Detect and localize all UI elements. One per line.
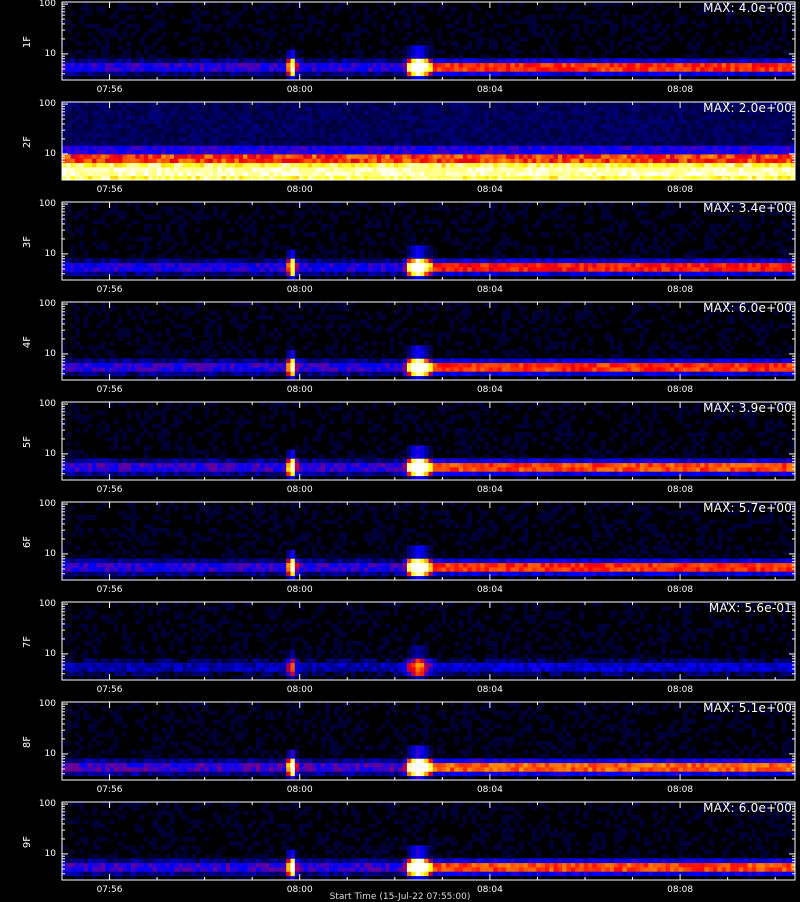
x-tick-label: 08:04: [470, 385, 510, 395]
y-tick-label: 100: [30, 199, 56, 209]
heatmap-cells: [62, 2, 795, 80]
max-value-label: MAX: 5.7e+00: [703, 501, 792, 515]
y-tick-label: 100: [30, 499, 56, 509]
x-tick-label: 07:56: [90, 485, 130, 495]
x-tick-label: 08:04: [470, 485, 510, 495]
y-tick-label: 10: [30, 149, 56, 159]
x-tick-label: 08:08: [660, 185, 700, 195]
x-tick-label: 08:04: [470, 285, 510, 295]
y-tick-label: 10: [30, 549, 56, 559]
heatmap-cells: [62, 802, 795, 880]
x-tick-label: 08:08: [660, 285, 700, 295]
x-tick-label: 08:00: [280, 785, 320, 795]
x-tick-label: 08:04: [470, 585, 510, 595]
x-axis-title: Start Time (15-Jul-22 07:55:00): [0, 892, 800, 902]
x-tick-label: 07:56: [90, 85, 130, 95]
heatmap-cells: [62, 102, 795, 180]
x-tick-label: 08:00: [280, 285, 320, 295]
x-tick-label: 08:08: [660, 85, 700, 95]
x-tick-label: 08:00: [280, 385, 320, 395]
x-tick-label: 08:08: [660, 585, 700, 595]
y-tick-label: 10: [30, 749, 56, 759]
x-tick-label: 08:00: [280, 85, 320, 95]
x-tick-label: 08:04: [470, 785, 510, 795]
y-tick-label: 100: [30, 599, 56, 609]
heatmap-cells: [62, 302, 795, 380]
max-value-label: MAX: 5.1e+00: [703, 701, 792, 715]
max-value-label: MAX: 4.0e+00: [703, 1, 792, 15]
heatmap-cells: [62, 602, 795, 680]
max-value-label: MAX: 2.0e+00: [703, 101, 792, 115]
x-tick-label: 07:56: [90, 285, 130, 295]
x-tick-label: 08:00: [280, 185, 320, 195]
max-value-label: MAX: 5.6e-01: [709, 601, 792, 615]
y-tick-label: 100: [30, 299, 56, 309]
x-tick-label: 07:56: [90, 585, 130, 595]
heatmap-cells: [62, 502, 795, 580]
x-tick-label: 08:08: [660, 785, 700, 795]
x-tick-label: 08:00: [280, 685, 320, 695]
y-tick-label: 100: [30, 99, 56, 109]
y-tick-label: 100: [30, 699, 56, 709]
x-tick-label: 07:56: [90, 185, 130, 195]
x-tick-label: 08:08: [660, 685, 700, 695]
heatmap-cells: [62, 402, 795, 480]
max-value-label: MAX: 6.0e+00: [703, 801, 792, 815]
y-tick-label: 100: [30, 0, 56, 9]
x-tick-label: 08:08: [660, 385, 700, 395]
y-tick-label: 10: [30, 449, 56, 459]
x-tick-label: 07:56: [90, 785, 130, 795]
max-value-label: MAX: 6.0e+00: [703, 301, 792, 315]
max-value-label: MAX: 3.9e+00: [703, 401, 792, 415]
y-tick-label: 10: [30, 249, 56, 259]
heatmap-cells: [62, 202, 795, 280]
x-tick-label: 08:00: [280, 485, 320, 495]
x-tick-label: 08:04: [470, 185, 510, 195]
x-tick-label: 08:04: [470, 85, 510, 95]
y-tick-label: 10: [30, 349, 56, 359]
x-tick-label: 07:56: [90, 685, 130, 695]
y-tick-label: 10: [30, 649, 56, 659]
y-tick-label: 10: [30, 849, 56, 859]
y-tick-label: 10: [30, 49, 56, 59]
x-tick-label: 08:00: [280, 585, 320, 595]
x-tick-label: 07:56: [90, 385, 130, 395]
x-tick-label: 08:04: [470, 685, 510, 695]
max-value-label: MAX: 3.4e+00: [703, 201, 792, 215]
heatmap-cells: [62, 702, 795, 780]
y-tick-label: 100: [30, 799, 56, 809]
x-tick-label: 08:08: [660, 485, 700, 495]
y-tick-label: 100: [30, 399, 56, 409]
